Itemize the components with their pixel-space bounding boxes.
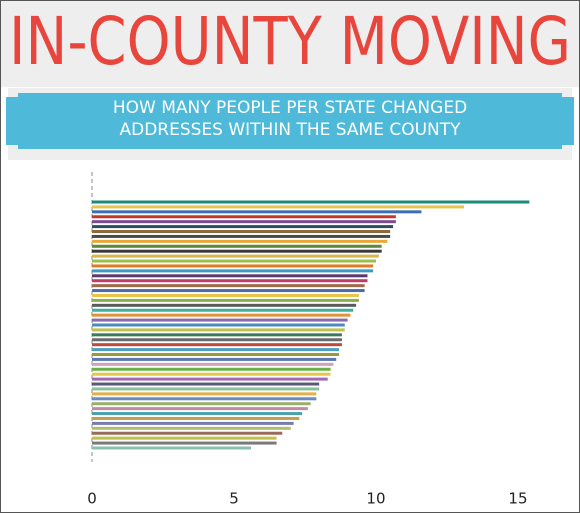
bar (92, 293, 359, 297)
title-band (1, 1, 579, 87)
bar (92, 431, 283, 435)
banner (6, 93, 574, 149)
bar (92, 230, 391, 234)
x-tick-label: 10 (366, 490, 385, 508)
x-tick-label: 5 (229, 490, 239, 508)
bar (92, 308, 354, 312)
bar (92, 274, 368, 278)
bar (92, 289, 365, 293)
bar (92, 407, 308, 411)
bar (92, 412, 303, 416)
bar (92, 269, 374, 273)
bar (92, 348, 340, 352)
bar (92, 416, 300, 420)
bar (92, 387, 320, 391)
bar (92, 372, 331, 376)
bar (92, 328, 345, 332)
bar (92, 421, 294, 425)
bar (92, 377, 328, 381)
bar (92, 254, 379, 258)
bar (92, 220, 396, 224)
bar (92, 210, 422, 214)
bar (92, 367, 331, 371)
bar (92, 357, 337, 361)
bar (92, 249, 382, 253)
bar (92, 244, 382, 248)
bar (92, 279, 368, 283)
bar (92, 284, 365, 288)
bar (92, 239, 388, 243)
bar (92, 343, 342, 347)
bar (92, 333, 342, 337)
x-tick-label: 15 (508, 490, 527, 508)
bar (92, 426, 291, 430)
bar (92, 225, 394, 229)
bar (92, 338, 342, 342)
subtitle-line: HOW MANY PEOPLE PER STATE CHANGED (113, 98, 467, 118)
bar (92, 382, 320, 386)
bar (92, 215, 396, 219)
bar (92, 362, 334, 366)
bar (92, 402, 311, 406)
bar (92, 200, 530, 204)
bar (92, 264, 374, 268)
bar (92, 446, 252, 450)
bar (92, 353, 340, 357)
bar (92, 298, 359, 302)
subtitle-line: ADDRESSES WITHIN THE SAME COUNTY (119, 120, 461, 140)
bar (92, 313, 351, 317)
x-tick-label: 0 (87, 490, 97, 508)
bar (92, 259, 376, 263)
bar (92, 318, 348, 322)
bar (92, 436, 277, 440)
bar (92, 392, 317, 396)
bar (92, 323, 345, 327)
bar (92, 303, 357, 307)
chart-title: IN-COUNTY MOVING (9, 3, 571, 80)
bar (92, 441, 277, 445)
bar (92, 397, 317, 401)
bar (92, 205, 465, 209)
bar (92, 234, 391, 238)
